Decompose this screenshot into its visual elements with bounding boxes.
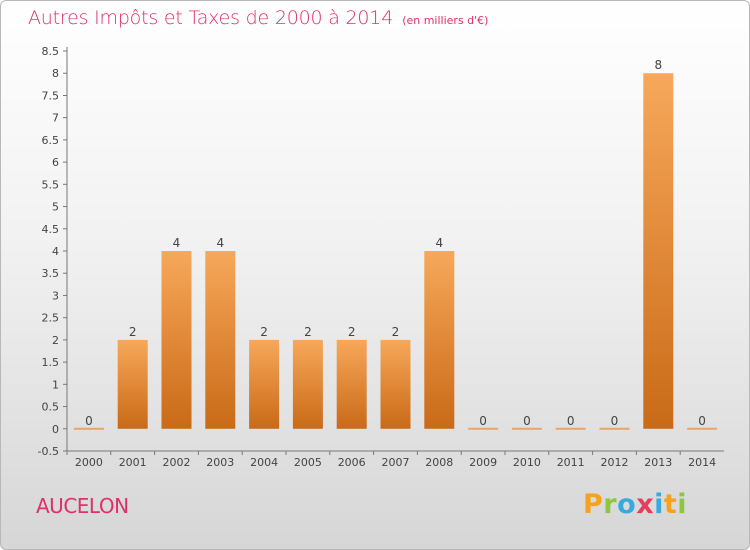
bar xyxy=(424,251,455,429)
y-tick-label: 8.5 xyxy=(42,45,60,58)
commune-name: AUCELON xyxy=(36,494,129,518)
y-tick-label: 3 xyxy=(52,289,59,302)
x-tick-label: 2010 xyxy=(513,456,541,469)
y-tick-label: 4 xyxy=(52,245,59,258)
bar xyxy=(161,251,192,429)
y-tick-label: 5.5 xyxy=(42,178,60,191)
x-tick-label: 2009 xyxy=(469,456,497,469)
x-tick-label: 2000 xyxy=(75,456,103,469)
logo-letter: r xyxy=(603,489,618,520)
logo-letter: i xyxy=(677,489,688,520)
y-tick-label: 6 xyxy=(52,156,59,169)
y-tick-label: 6.5 xyxy=(42,134,60,147)
x-tick-label: 2012 xyxy=(601,456,629,469)
x-tick-label: 2007 xyxy=(382,456,410,469)
data-label: 0 xyxy=(567,414,575,428)
x-tick-label: 2008 xyxy=(425,456,453,469)
logo-letter: x xyxy=(636,489,655,520)
x-tick-label: 2001 xyxy=(119,456,147,469)
y-tick-label: 2 xyxy=(52,334,59,347)
logo-letter: P xyxy=(583,489,604,520)
y-tick-label: -0.5 xyxy=(38,445,59,458)
chart-title: Autres Impôts et Taxes de 2000 à 2014 (e… xyxy=(28,7,488,29)
y-tick-label: 0.5 xyxy=(42,401,60,414)
bar xyxy=(336,339,367,429)
data-label: 0 xyxy=(698,414,706,428)
y-tick-label: 4.5 xyxy=(42,223,60,236)
y-tick-label: 1 xyxy=(52,378,59,391)
x-tick-label: 2002 xyxy=(163,456,191,469)
data-label: 4 xyxy=(173,236,181,250)
y-tick-label: 2.5 xyxy=(42,312,60,325)
x-tick-label: 2006 xyxy=(338,456,366,469)
y-tick-label: 5 xyxy=(52,201,59,214)
proxiti-logo[interactable]: Proxiti xyxy=(583,489,687,520)
data-label: 4 xyxy=(216,236,224,250)
data-label: 4 xyxy=(435,236,443,250)
data-label: 0 xyxy=(479,414,487,428)
y-tick-label: 0 xyxy=(52,423,59,436)
bar xyxy=(555,427,586,430)
x-tick-label: 2011 xyxy=(557,456,585,469)
bar xyxy=(643,73,674,429)
x-tick-label: 2003 xyxy=(206,456,234,469)
bar xyxy=(249,339,280,429)
bar xyxy=(468,427,499,430)
bar xyxy=(380,339,411,429)
data-label: 2 xyxy=(348,325,356,339)
chart-unit-label: (en milliers d'€) xyxy=(402,14,489,27)
y-tick-label: 1.5 xyxy=(42,356,60,369)
x-tick-label: 2014 xyxy=(688,456,716,469)
y-tick-label: 3.5 xyxy=(42,267,60,280)
bar xyxy=(511,427,542,430)
y-tick-label: 8 xyxy=(52,67,59,80)
chart-title-text: Autres Impôts et Taxes de 2000 à 2014 xyxy=(28,7,394,29)
bar xyxy=(73,427,104,430)
data-label: 8 xyxy=(654,58,662,72)
data-label: 2 xyxy=(304,325,312,339)
data-label: 2 xyxy=(392,325,400,339)
bar xyxy=(117,339,148,429)
x-tick-label: 2013 xyxy=(644,456,672,469)
data-label: 2 xyxy=(260,325,268,339)
bar xyxy=(687,427,718,430)
data-label: 0 xyxy=(85,414,93,428)
data-label: 0 xyxy=(611,414,619,428)
x-tick-label: 2005 xyxy=(294,456,322,469)
bar xyxy=(599,427,630,430)
y-tick-label: 7.5 xyxy=(42,89,60,102)
bar xyxy=(292,339,323,429)
logo-letter: t xyxy=(663,489,678,520)
bar xyxy=(205,251,236,429)
data-label: 0 xyxy=(523,414,531,428)
data-label: 2 xyxy=(129,325,137,339)
logo-letter: i xyxy=(654,489,664,520)
x-tick-label: 2004 xyxy=(250,456,278,469)
y-tick-label: 7 xyxy=(52,112,59,125)
logo-letter: o xyxy=(617,489,637,520)
